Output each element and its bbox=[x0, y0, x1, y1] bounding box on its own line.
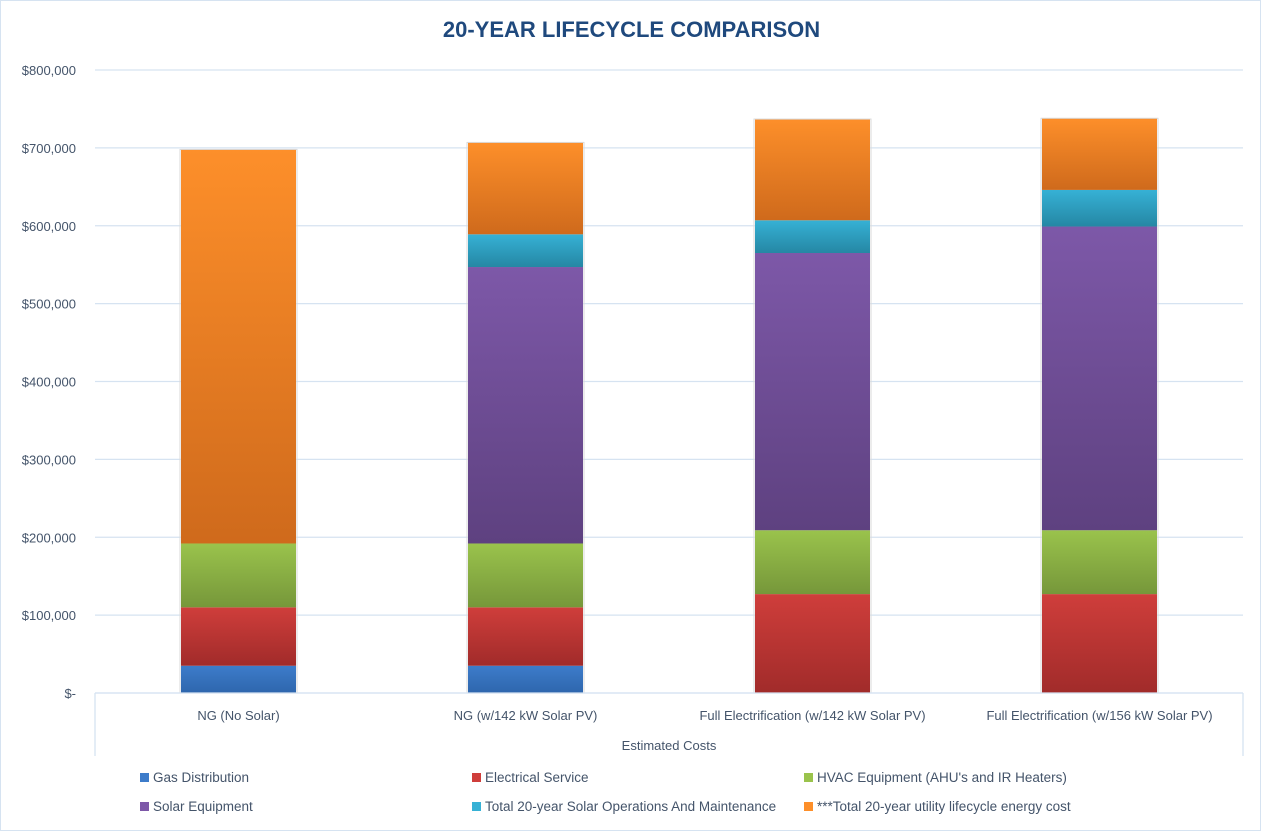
legend-label: Gas Distribution bbox=[153, 770, 250, 785]
bar-segment bbox=[755, 253, 870, 531]
bar-stack bbox=[1040, 117, 1159, 694]
x-axis-title: Estimated Costs bbox=[622, 738, 717, 753]
bar-segment bbox=[755, 220, 870, 254]
y-tick-label: $600,000 bbox=[22, 219, 76, 234]
bar-segment bbox=[1042, 594, 1157, 693]
y-tick-label: $500,000 bbox=[22, 297, 76, 312]
bar-stack bbox=[753, 118, 872, 694]
bar-segment bbox=[468, 665, 583, 693]
legend-item: HVAC Equipment (AHU's and IR Heaters) bbox=[804, 770, 1067, 785]
legend-item: Total 20-year Solar Operations And Maint… bbox=[472, 799, 776, 814]
bar-segment bbox=[468, 142, 583, 235]
bar-segment bbox=[755, 594, 870, 693]
legend-label: Solar Equipment bbox=[153, 799, 253, 814]
x-axis-frame bbox=[94, 692, 1244, 756]
legend-swatch bbox=[140, 773, 149, 782]
bar-segment bbox=[1042, 189, 1157, 227]
bar-segment bbox=[1042, 118, 1157, 190]
legend-swatch bbox=[804, 802, 813, 811]
legend-item: ***Total 20-year utility lifecycle energ… bbox=[804, 799, 1071, 814]
bar-segment bbox=[468, 607, 583, 666]
legend-item: Solar Equipment bbox=[140, 799, 253, 814]
legend-label: HVAC Equipment (AHU's and IR Heaters) bbox=[817, 770, 1067, 785]
legend-item: Electrical Service bbox=[472, 770, 589, 785]
y-tick-label: $200,000 bbox=[22, 530, 76, 545]
bar-segment bbox=[181, 149, 296, 544]
x-category-label: Full Electrification (w/156 kW Solar PV) bbox=[986, 708, 1212, 723]
bars bbox=[179, 117, 1159, 694]
y-tick-label: $300,000 bbox=[22, 452, 76, 467]
y-tick-label: $100,000 bbox=[22, 608, 76, 623]
bar-segment bbox=[181, 607, 296, 666]
y-tick-label: $- bbox=[64, 686, 76, 701]
y-tick-label: $400,000 bbox=[22, 375, 76, 390]
bar-segment bbox=[468, 234, 583, 268]
y-tick-label: $700,000 bbox=[22, 141, 76, 156]
bar-segment bbox=[181, 543, 296, 608]
legend-label: ***Total 20-year utility lifecycle energ… bbox=[817, 799, 1071, 814]
x-category-label: NG (No Solar) bbox=[197, 708, 279, 723]
bar-segment bbox=[181, 665, 296, 693]
bar-segment bbox=[468, 267, 583, 544]
legend-swatch bbox=[472, 773, 481, 782]
bar-segment bbox=[755, 530, 870, 595]
bar-segment bbox=[1042, 530, 1157, 595]
x-category-label: Full Electrification (w/142 kW Solar PV) bbox=[699, 708, 925, 723]
legend-label: Electrical Service bbox=[485, 770, 589, 785]
bar-segment bbox=[468, 543, 583, 608]
legend-swatch bbox=[140, 802, 149, 811]
bar-stack bbox=[466, 141, 585, 694]
bar-stack bbox=[179, 148, 298, 694]
bar-segment bbox=[755, 119, 870, 221]
y-tick-label: $800,000 bbox=[22, 63, 76, 78]
legend-swatch bbox=[472, 802, 481, 811]
y-axis-ticks: $- $100,000 $200,000 $300,000 $400,000 $500,0… bbox=[22, 63, 76, 701]
legend-label: Total 20-year Solar Operations And Maint… bbox=[485, 799, 777, 814]
chart-title: 20-YEAR LIFECYCLE COMPARISON bbox=[442, 17, 821, 42]
legend-swatch bbox=[804, 773, 813, 782]
bar-segment bbox=[1042, 226, 1157, 531]
x-category-label: NG (w/142 kW Solar PV) bbox=[454, 708, 598, 723]
x-axis: NG (No Solar) NG (w/142 kW Solar PV) Full … bbox=[94, 692, 1244, 756]
legend-item: Gas Distribution bbox=[140, 770, 249, 785]
